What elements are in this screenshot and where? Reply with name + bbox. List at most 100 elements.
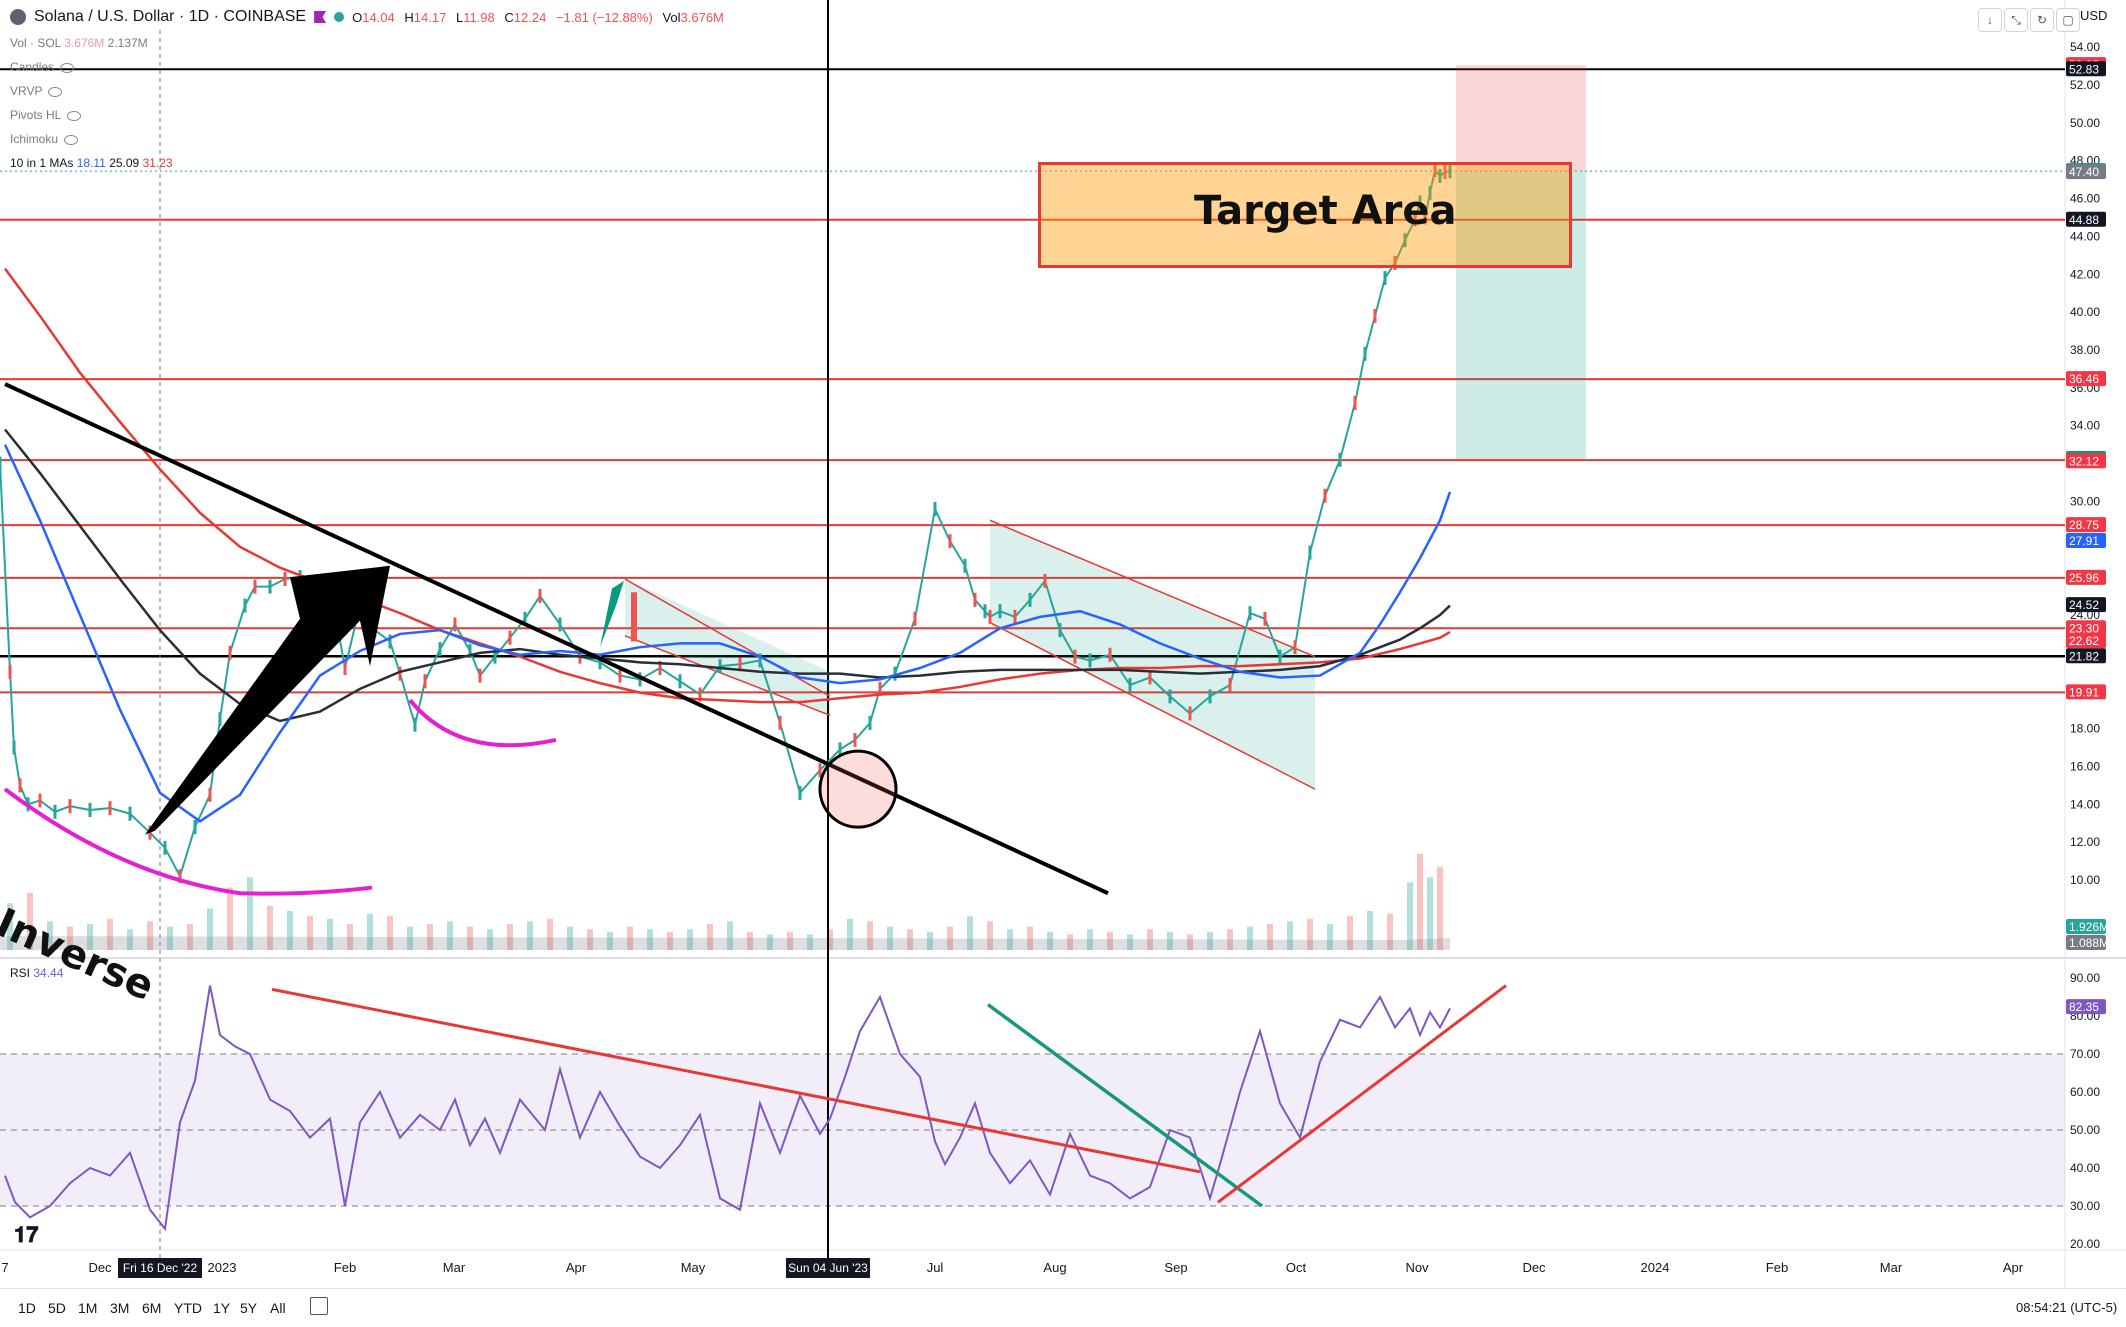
price-badge-label: 21.82 bbox=[2069, 649, 2099, 663]
price-badge-label: 22.62 bbox=[2069, 634, 2099, 648]
volume-indicator-legend[interactable]: Vol · SOL 3.676M 2.137M bbox=[10, 36, 148, 50]
hidden-eye-icon[interactable] bbox=[60, 62, 75, 73]
indicator-vrvp[interactable]: VRVP bbox=[10, 84, 63, 98]
range-6m[interactable]: 6M bbox=[142, 1300, 162, 1316]
price-badge bbox=[2066, 532, 2106, 548]
indicator-pivots[interactable]: Pivots HL bbox=[10, 108, 82, 122]
price-tick-label: 34.00 bbox=[2070, 419, 2100, 433]
price-badge-label: 23.30 bbox=[2069, 621, 2099, 635]
volume-bar bbox=[907, 929, 913, 950]
rsi-badge-label: 82.35 bbox=[2069, 1000, 2099, 1014]
range-5d[interactable]: 5D bbox=[48, 1300, 66, 1316]
volume-bar bbox=[1127, 934, 1133, 950]
time-tick-label: 7 bbox=[1, 1260, 8, 1275]
range-5y[interactable]: 5Y bbox=[240, 1300, 258, 1316]
volume-bar bbox=[347, 924, 353, 950]
time-tick-label: Oct bbox=[1286, 1260, 1307, 1275]
price-tick-label: 44.00 bbox=[2070, 229, 2100, 243]
time-tick-label: Jul bbox=[927, 1260, 944, 1275]
volume-bar bbox=[407, 926, 413, 950]
price-badge bbox=[2066, 684, 2106, 700]
fullscreen-icon[interactable]: ▢ bbox=[2056, 8, 2080, 32]
magenta-curve-small bbox=[408, 698, 557, 748]
price-badge bbox=[2066, 620, 2106, 636]
reset-icon[interactable]: ↻ bbox=[2030, 8, 2054, 32]
calendar-icon[interactable] bbox=[310, 1297, 328, 1315]
volume-bar bbox=[1227, 929, 1233, 950]
hidden-eye-icon[interactable] bbox=[67, 110, 82, 121]
rsi-resistance-line bbox=[271, 987, 1201, 1174]
price-tick-label: 54.00 bbox=[2070, 40, 2100, 54]
hidden-eye-icon[interactable] bbox=[64, 134, 79, 145]
time-tick-label: 2024 bbox=[1641, 1260, 1670, 1275]
range-1d[interactable]: 1D bbox=[18, 1300, 36, 1316]
volume-bar bbox=[427, 924, 433, 950]
price-badge-label: 27.91 bbox=[2069, 534, 2099, 548]
price-tick-label: 40.00 bbox=[2070, 305, 2100, 319]
price-tick-label: 12.00 bbox=[2070, 835, 2100, 849]
price-tick-label: 14.00 bbox=[2070, 797, 2100, 811]
collapse-icon[interactable]: ⤡ bbox=[2004, 8, 2028, 32]
volume-bar bbox=[287, 911, 293, 950]
price-badge bbox=[2066, 371, 2106, 387]
rsi-badge bbox=[2066, 999, 2106, 1015]
price-tick-label: 10.00 bbox=[2070, 873, 2100, 887]
volume-bar bbox=[647, 929, 653, 950]
rsi-green-line bbox=[986, 1003, 1264, 1208]
volume-badge-label: 1.088M bbox=[2069, 936, 2109, 950]
clock-readout[interactable]: 08:54:21 (UTC-5) bbox=[2016, 1300, 2118, 1315]
volume-bar bbox=[1287, 921, 1293, 950]
price-tick-label: 16.00 bbox=[2070, 759, 2100, 773]
volume-bar bbox=[1247, 926, 1253, 950]
price-badge bbox=[2066, 633, 2106, 649]
descending-trendline bbox=[4, 382, 1109, 896]
stop-loss-zone bbox=[1456, 65, 1586, 172]
rsi-tick-label: 90.00 bbox=[2070, 971, 2100, 985]
volume-bar bbox=[947, 926, 953, 950]
price-badge-label: 47.40 bbox=[2069, 165, 2099, 179]
magenta-curve bbox=[3, 787, 373, 896]
volume-bar bbox=[387, 916, 393, 950]
bottom-toolbar bbox=[0, 1288, 2126, 1327]
price-tick-label: 50.00 bbox=[2070, 116, 2100, 130]
volume-bar bbox=[447, 921, 453, 950]
range-ytd[interactable]: YTD bbox=[174, 1300, 202, 1316]
flag-icon[interactable] bbox=[314, 11, 327, 23]
indicator-ichimoku[interactable]: Ichimoku bbox=[10, 132, 79, 146]
hidden-eye-icon[interactable] bbox=[48, 86, 63, 97]
highlight-circle bbox=[818, 749, 898, 829]
currency-selector[interactable]: USD bbox=[2080, 8, 2108, 23]
volume-bar bbox=[867, 921, 873, 950]
range-1m[interactable]: 1M bbox=[78, 1300, 98, 1316]
range-all[interactable]: All bbox=[270, 1300, 286, 1316]
symbol-title[interactable]: Solana / U.S. Dollar · 1D · COINBASE bbox=[34, 8, 307, 25]
scroll-down-icon[interactable]: ↓ bbox=[1978, 8, 2002, 32]
time-tick-label: May bbox=[681, 1260, 706, 1275]
time-tick-label: Feb bbox=[334, 1260, 356, 1275]
time-tick-label: 2023 bbox=[208, 1260, 237, 1275]
price-badge bbox=[2066, 164, 2106, 180]
target-area-box[interactable] bbox=[1038, 162, 1572, 268]
range-3m[interactable]: 3M bbox=[110, 1300, 130, 1316]
volume-bar bbox=[807, 934, 813, 950]
volume-bar bbox=[607, 931, 613, 950]
volume-badge bbox=[2066, 919, 2106, 934]
volume-bar bbox=[887, 926, 893, 950]
chart-header: Solana / U.S. Dollar · 1D · COINBASE O14… bbox=[10, 8, 730, 26]
range-1y[interactable]: 1Y bbox=[213, 1300, 231, 1316]
volume-bar bbox=[27, 892, 33, 950]
volume-bar bbox=[327, 918, 333, 950]
rsi-tick-label: 20.00 bbox=[2070, 1237, 2100, 1251]
indicator-candles[interactable]: Candles bbox=[10, 60, 75, 74]
rsi-legend[interactable]: RSI 34.44 bbox=[10, 966, 64, 980]
crosshair-date-label: Fri 16 Dec '22 bbox=[123, 1261, 198, 1275]
volume-bar bbox=[367, 913, 373, 950]
volume-bar bbox=[147, 921, 153, 950]
volume-bar bbox=[587, 929, 593, 950]
ma-indicator-legend[interactable]: 10 in 1 MAs 18.11 25.09 31.23 bbox=[10, 156, 173, 170]
time-tick-label: Dec bbox=[1522, 1260, 1546, 1275]
volume-bar bbox=[827, 929, 833, 950]
price-badge bbox=[2066, 211, 2106, 227]
price-badge bbox=[2066, 517, 2106, 533]
